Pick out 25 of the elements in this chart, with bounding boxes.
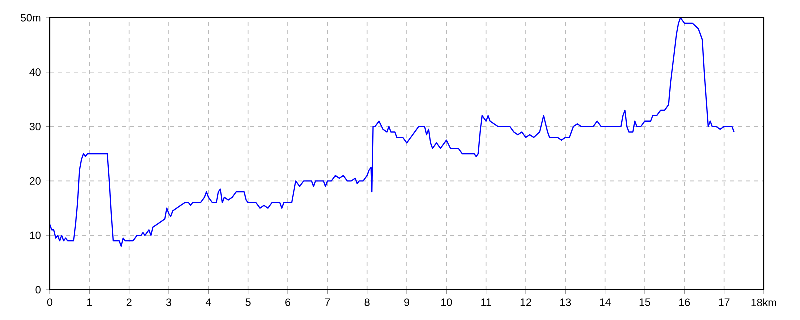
x-tick-label: 10 bbox=[442, 298, 452, 306]
x-tick-label: 1 bbox=[88, 298, 92, 306]
x-tick-label: 6 bbox=[286, 298, 290, 306]
y-tick-label: 40 bbox=[30, 68, 41, 76]
y-tick-label: 20 bbox=[30, 177, 41, 185]
x-tick-label: 18km bbox=[752, 298, 776, 307]
x-tick-label: 14 bbox=[600, 298, 611, 306]
x-tick-label: 3 bbox=[166, 298, 172, 306]
x-tick-label: 8 bbox=[364, 298, 370, 306]
y-tick-label: 0 bbox=[36, 286, 41, 294]
y-tick-label: 10 bbox=[30, 232, 41, 240]
x-tick-label: 15 bbox=[640, 298, 650, 306]
x-tick-label: 0 bbox=[47, 298, 53, 306]
x-tick-label: 13 bbox=[560, 298, 572, 306]
x-tick-label: 4 bbox=[206, 298, 212, 306]
y-tick-label: 50m bbox=[20, 14, 41, 22]
x-tick-label: 11 bbox=[482, 298, 492, 306]
x-tick-label: 7 bbox=[325, 298, 330, 306]
x-tick-label: 17 bbox=[719, 298, 730, 306]
y-tick-label: 30 bbox=[30, 123, 41, 131]
x-tick-label: 5 bbox=[246, 298, 251, 306]
x-tick-label: 9 bbox=[404, 298, 410, 306]
x-tick-label: 2 bbox=[126, 298, 132, 306]
x-tick-label: 16 bbox=[680, 298, 690, 306]
x-tick-label: 12 bbox=[520, 298, 532, 306]
